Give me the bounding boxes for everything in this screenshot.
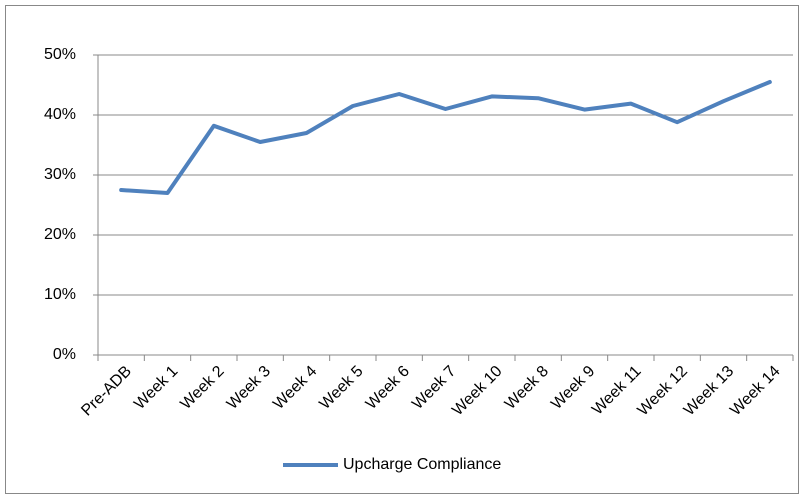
y-tick-label: 20% — [44, 226, 76, 243]
y-tick-label: 30% — [44, 166, 76, 183]
series-line — [119, 80, 772, 195]
chart-border — [5, 5, 799, 494]
y-tick-label: 40% — [44, 106, 76, 123]
y-tick-label: 50% — [44, 46, 76, 63]
y-tick-label: 0% — [53, 346, 76, 363]
y-tick-label: 10% — [44, 286, 76, 303]
legend-label: Upcharge Compliance — [343, 456, 501, 473]
